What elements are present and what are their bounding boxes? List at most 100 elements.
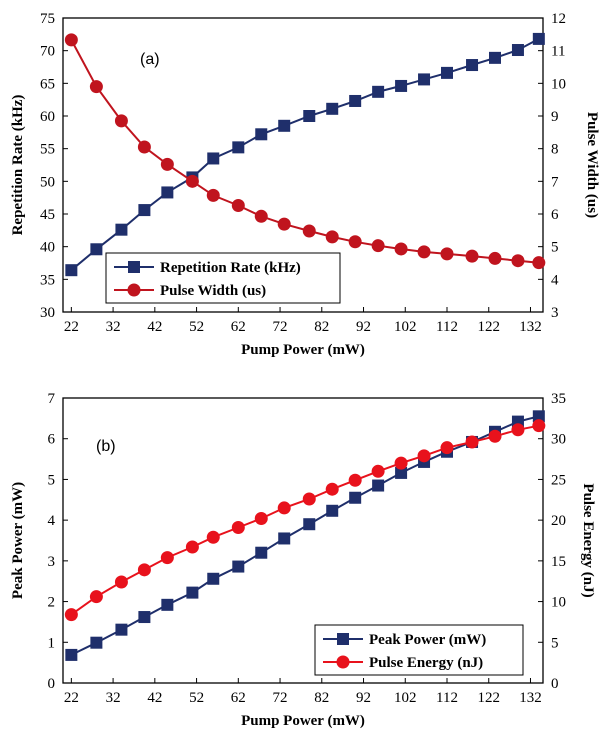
data-point-circle	[488, 251, 502, 265]
y-tick-label: 0	[48, 676, 56, 692]
x-tick-label: 82	[314, 319, 329, 335]
data-point-square	[349, 94, 362, 107]
x-tick-label: 52	[189, 690, 204, 706]
x-axis-label: Pump Power (mW)	[241, 713, 365, 729]
data-point-circle	[371, 464, 385, 478]
y-tick-label: 65	[40, 76, 55, 92]
legend-box	[314, 624, 524, 676]
y-tick-label: 55	[40, 142, 55, 158]
y2-tick-label: 8	[551, 142, 559, 158]
data-point-square	[326, 102, 339, 115]
data-point-circle	[254, 512, 268, 526]
x-tick-label: 132	[519, 690, 542, 706]
data-point-circle	[532, 419, 546, 433]
data-point-square	[186, 586, 199, 599]
y2-tick-label: 25	[551, 472, 566, 488]
data-point-circle	[417, 449, 431, 463]
legend-label: Repetition Rate (kHz)	[160, 260, 301, 276]
data-point-circle	[465, 435, 479, 449]
y2-tick-label: 5	[551, 240, 559, 256]
x-tick-label: 42	[147, 690, 162, 706]
data-point-square	[138, 204, 151, 217]
y2-tick-label: 35	[551, 391, 566, 407]
x-tick-label: 112	[436, 690, 458, 706]
legend-marker-circle	[127, 283, 141, 297]
chart-panel-b: 22 32 42 52 62 72 82 92 102 112 122 132 0 1 2 3 4 5 6 7 0 5 10…	[10, 391, 596, 729]
data-point-circle	[254, 209, 268, 223]
data-point-square	[303, 518, 316, 531]
y-tick-label: 5	[48, 472, 56, 488]
x-tick-label: 32	[106, 319, 121, 335]
data-point-square	[207, 572, 220, 585]
x-tick-label: 72	[273, 319, 288, 335]
data-point-square	[511, 44, 524, 57]
data-point-square	[207, 152, 220, 165]
data-point-circle	[511, 423, 525, 437]
data-point-square	[90, 243, 103, 256]
legend-label: Pulse Energy (nJ)	[369, 655, 483, 671]
data-point-circle	[185, 174, 199, 188]
data-point-circle	[277, 501, 291, 515]
x-tick-label: 122	[477, 690, 500, 706]
data-point-circle	[532, 256, 546, 270]
y-tick-label: 35	[40, 272, 55, 288]
legend-box	[105, 252, 341, 304]
data-point-circle	[417, 245, 431, 259]
data-point-circle	[114, 575, 128, 589]
data-point-square	[115, 623, 128, 636]
y-tick-label: 6	[48, 432, 56, 448]
y2-tick-label: 10	[551, 595, 566, 611]
data-point-square	[326, 504, 339, 517]
data-point-circle	[325, 482, 339, 496]
data-point-circle	[302, 492, 316, 506]
data-point-square	[278, 119, 291, 132]
x-tick-label: 62	[231, 319, 246, 335]
data-point-circle	[511, 254, 525, 268]
y2-tick-label: 6	[551, 207, 559, 223]
x-tick-label: 62	[231, 690, 246, 706]
data-point-circle	[277, 217, 291, 231]
data-point-circle	[348, 473, 362, 487]
data-point-circle	[114, 114, 128, 128]
data-point-square	[418, 73, 431, 86]
chart-panel-a: 22 32 42 52 62 72 82 92 102 112 122 132303540455055…	[10, 11, 600, 358]
x-tick-label: 22	[64, 319, 79, 335]
data-point-circle	[231, 520, 245, 534]
y-tick-label: 7	[48, 391, 56, 407]
y2-axis-label: Pulse Energy (nJ)	[580, 483, 596, 597]
data-point-circle	[160, 157, 174, 171]
data-point-square	[278, 532, 291, 545]
y2-axis-label: Pulse Width (us)	[584, 112, 600, 218]
data-point-circle	[231, 199, 245, 213]
y-tick-label: 40	[40, 240, 55, 256]
data-point-square	[532, 410, 545, 423]
x-tick-label: 52	[189, 319, 204, 335]
data-point-circle	[185, 540, 199, 554]
y-tick-label: 4	[48, 513, 56, 529]
panel-label: (a)	[140, 51, 160, 68]
data-point-square	[466, 59, 479, 72]
data-point-circle	[206, 530, 220, 544]
data-point-square	[489, 51, 501, 64]
data-point-circle	[89, 590, 103, 604]
y2-tick-label: 30	[551, 432, 566, 448]
y2-tick-label: 0	[551, 676, 559, 692]
legend-marker-square	[128, 261, 140, 273]
y2-tick-label: 15	[551, 554, 566, 570]
data-point-circle	[488, 429, 502, 443]
data-point-square	[161, 598, 174, 611]
y-tick-label: 75	[40, 11, 55, 27]
legend-label: Pulse Width (us)	[160, 283, 266, 299]
legend-marker-square	[337, 633, 349, 645]
plot-frame	[62, 17, 544, 313]
data-point-circle	[302, 224, 316, 238]
legend-label: Peak Power (mW)	[369, 632, 486, 648]
x-tick-label: 32	[106, 690, 121, 706]
data-point-circle	[440, 441, 454, 455]
y2-tick-label: 12	[551, 11, 566, 27]
data-point-square	[161, 186, 174, 199]
x-tick-label: 82	[314, 690, 329, 706]
y2-tick-label: 10	[551, 76, 566, 92]
y-axis-label: Repetition Rate (kHz)	[10, 95, 26, 236]
x-tick-label: 92	[356, 690, 371, 706]
